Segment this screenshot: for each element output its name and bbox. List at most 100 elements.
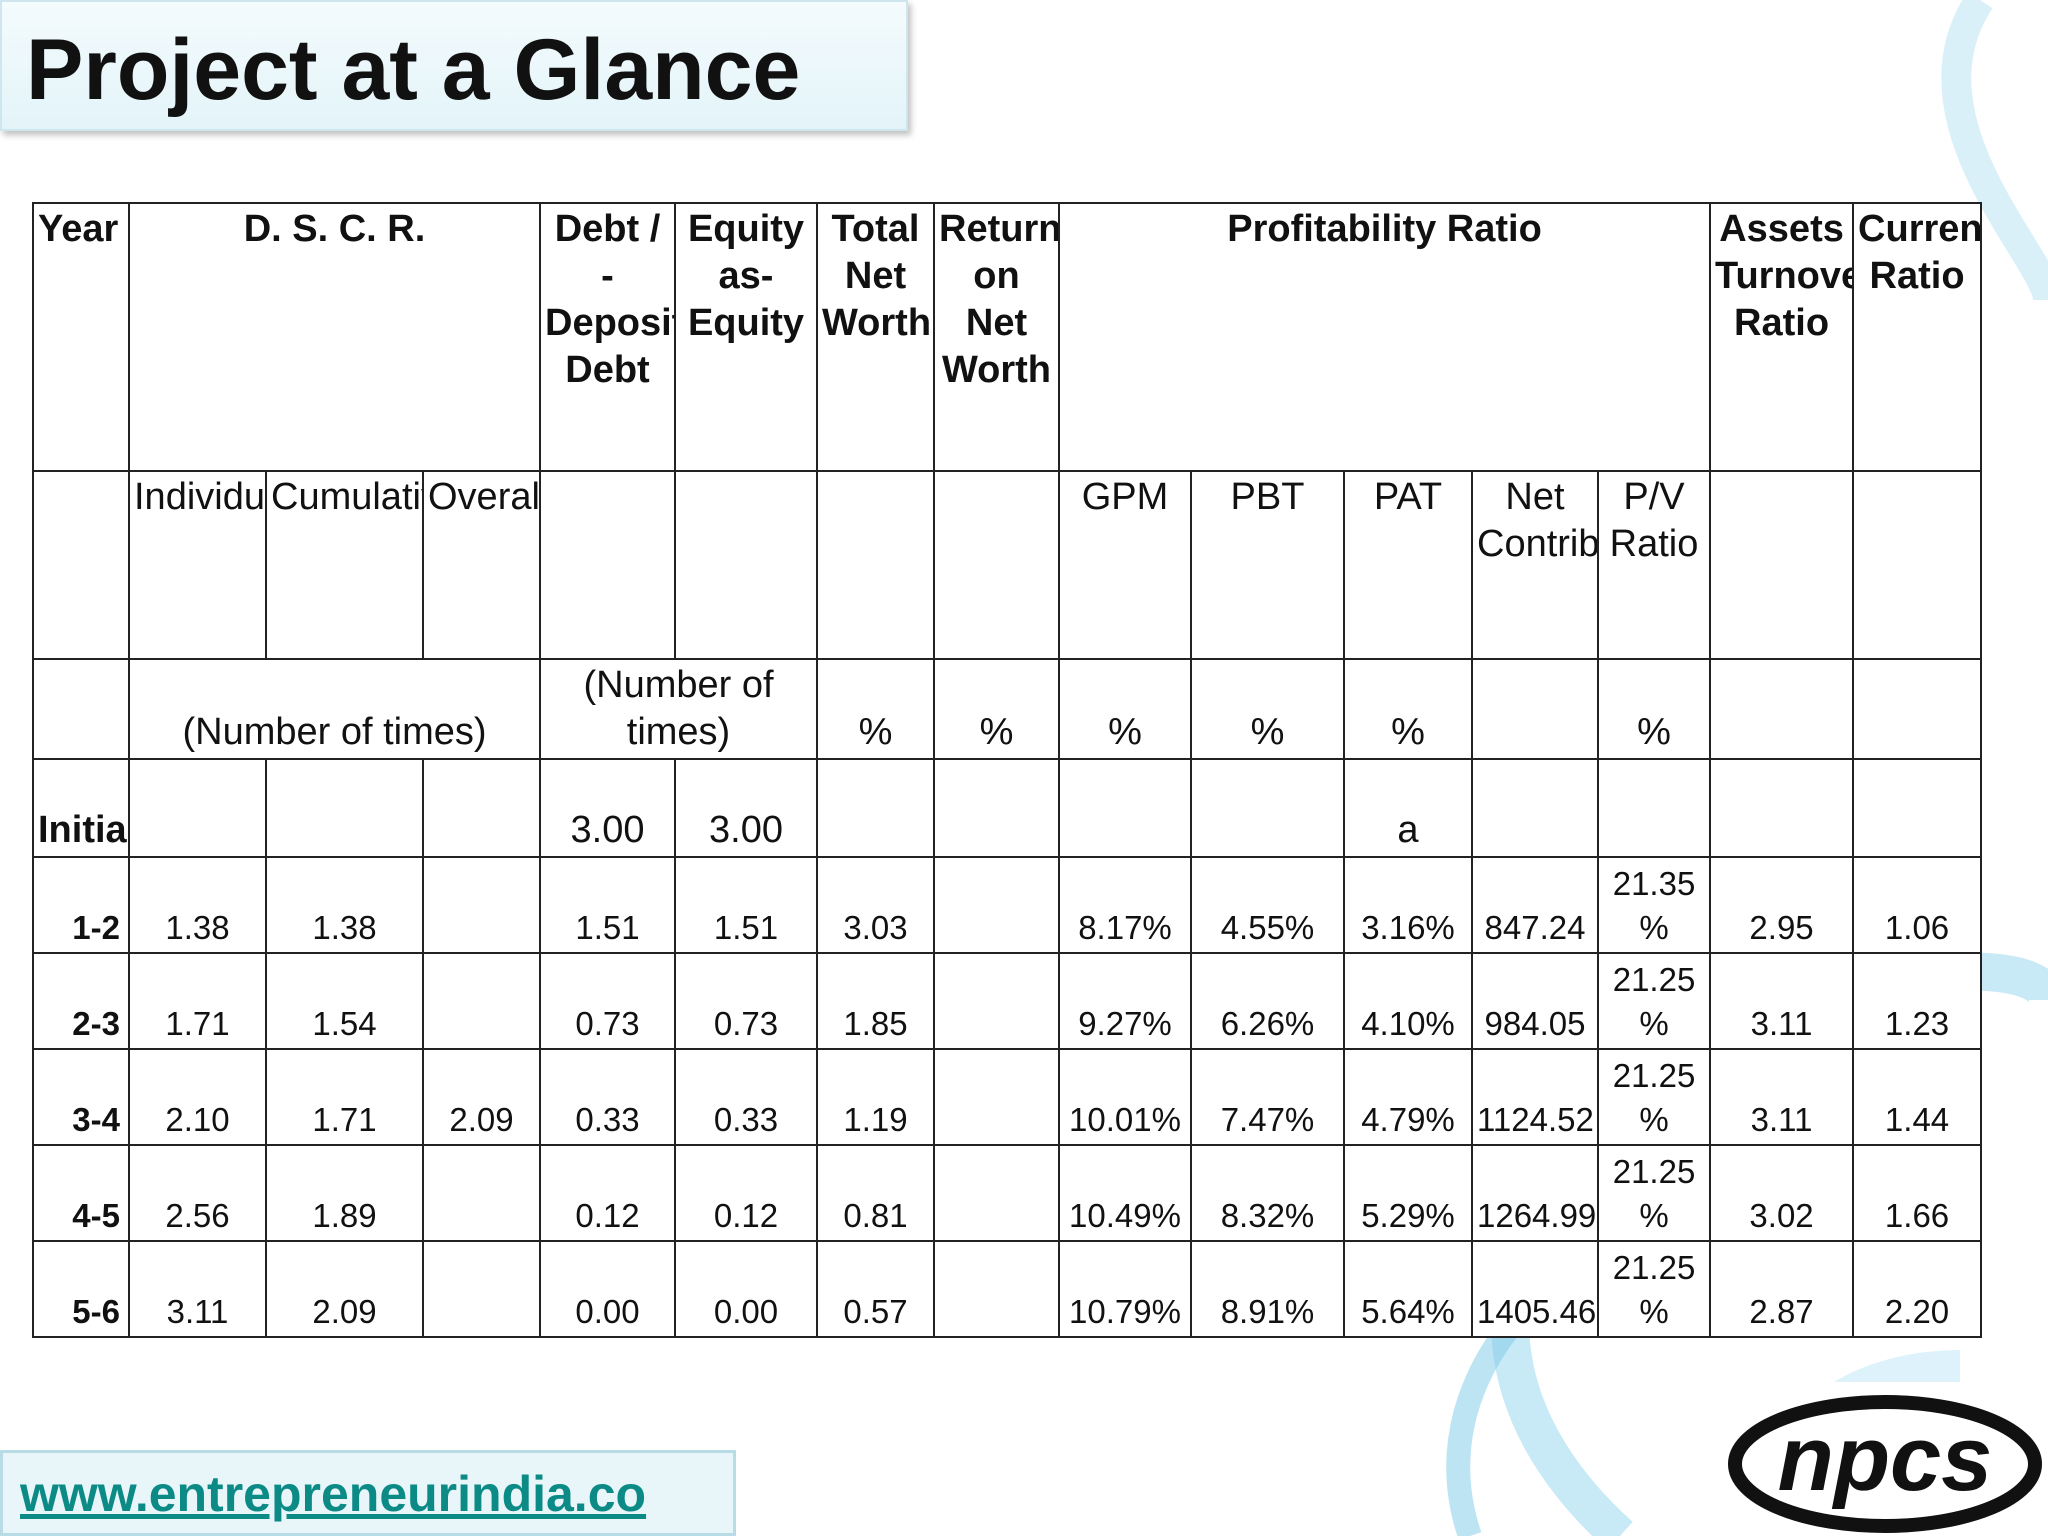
equity-cell: 1.51 (674, 856, 818, 954)
debt-cell: 1.51 (539, 856, 676, 954)
cell (1852, 758, 1983, 858)
current-ratio-cell: 1.66 (1852, 1144, 1983, 1242)
table-units-row: (Number of times) (Number of times) % % … (32, 658, 1983, 760)
pat-cell: a (1343, 758, 1473, 858)
header-current-ratio: Current Ratio (1852, 202, 1983, 472)
ronw-cell (933, 1144, 1060, 1242)
pv-ratio-cell: 21.35 % (1596, 856, 1712, 954)
table-row: 3-4 2.10 1.71 2.09 0.33 0.33 1.19 10.01% 7.47% 4.… (32, 1048, 1983, 1146)
net-contribution-cell: 1124.52 (1471, 1048, 1599, 1146)
cell (816, 470, 935, 660)
website-link[interactable]: www.entrepreneurindia.co (20, 1466, 647, 1522)
unit-pv-ratio: % (1596, 658, 1712, 760)
table-data-rows: 1-2 1.38 1.38 1.51 1.51 3.03 8.17% 4.55% 3.16% 84… (32, 856, 1983, 1338)
year-cell: Initial (32, 758, 130, 858)
cell (1190, 758, 1345, 858)
cumulative-cell: 1.38 (265, 856, 424, 954)
net-contribution-cell: 984.05 (1471, 952, 1599, 1050)
cumulative-cell: 1.71 (265, 1048, 424, 1146)
individual-cell: 2.10 (128, 1048, 267, 1146)
project-glance-table: Year D. S. C. R. Debt / - Deposits Debt … (32, 202, 1983, 1338)
cumulative-cell: 1.54 (265, 952, 424, 1050)
pat-cell: 4.79% (1343, 1048, 1473, 1146)
pat-cell: 4.10% (1343, 952, 1473, 1050)
subheader-pat: PAT (1343, 470, 1473, 660)
pbt-cell: 7.47% (1190, 1048, 1345, 1146)
cell (674, 470, 818, 660)
subheader-gpm: GPM (1058, 470, 1192, 660)
current-ratio-cell: 1.44 (1852, 1048, 1983, 1146)
gpm-cell: 10.49% (1058, 1144, 1192, 1242)
subheader-individual: Individual (128, 470, 267, 660)
ronw-cell (933, 1240, 1060, 1338)
individual-cell: 1.71 (128, 952, 267, 1050)
table-subheader-row: Individual Cumulative Overall GPM PBT PA… (32, 470, 1983, 660)
header-profitability-ratio: Profitability Ratio (1057, 202, 1712, 472)
assets-turnover-cell: 3.11 (1709, 952, 1855, 1050)
overall-cell (422, 1240, 541, 1338)
logo-text: npcs (1778, 1408, 1993, 1510)
individual-cell: 3.11 (128, 1240, 267, 1338)
title-banner: Project at a Glance (0, 0, 908, 131)
unit-pat: % (1343, 658, 1473, 760)
overall-cell: 2.09 (422, 1048, 541, 1146)
gpm-cell: 9.27% (1058, 952, 1192, 1050)
header-total-net-worth: Total Net Worth (816, 202, 935, 472)
cell (1852, 470, 1983, 660)
pv-ratio-cell: 21.25 % (1596, 1144, 1712, 1242)
subheader-net-contribution: Net Contribution (1471, 470, 1599, 660)
unit-debt-equity: (Number of times) (539, 658, 818, 760)
cell (1596, 758, 1712, 858)
tnw-cell: 1.85 (816, 952, 935, 1050)
cell (32, 658, 130, 760)
cell (32, 470, 130, 660)
header-return-on-net-worth: Return on Net Worth (933, 202, 1060, 472)
ronw-cell (933, 1048, 1060, 1146)
pbt-cell: 6.26% (1190, 952, 1345, 1050)
cell (816, 758, 935, 858)
debt-cell: 0.00 (539, 1240, 676, 1338)
pv-ratio-cell: 21.25 % (1596, 952, 1712, 1050)
assets-turnover-cell: 2.87 (1709, 1240, 1855, 1338)
assets-turnover-cell: 3.11 (1709, 1048, 1855, 1146)
individual-cell: 2.56 (128, 1144, 267, 1242)
overall-cell (422, 1144, 541, 1242)
net-contribution-cell: 1264.99 (1471, 1144, 1599, 1242)
table-row-initial: Initial 3.00 3.00 a (32, 758, 1983, 858)
pat-cell: 5.64% (1343, 1240, 1473, 1338)
subheader-pbt: PBT (1190, 470, 1345, 660)
tnw-cell: 0.81 (816, 1144, 935, 1242)
gpm-cell: 10.79% (1058, 1240, 1192, 1338)
year-cell: 5-6 (32, 1240, 130, 1338)
footer-banner (0, 1450, 736, 1536)
tnw-cell: 0.57 (816, 1240, 935, 1338)
table-row: 5-6 3.11 2.09 0.00 0.00 0.57 10.79% 8.91% 5.64% 1… (32, 1240, 1983, 1338)
table-row: 4-5 2.56 1.89 0.12 0.12 0.81 10.49% 8.32% 5.29% 1… (32, 1144, 1983, 1242)
debt-cell: 0.33 (539, 1048, 676, 1146)
table-row: 1-2 1.38 1.38 1.51 1.51 3.03 8.17% 4.55% 3.16% 84… (32, 856, 1983, 954)
pv-ratio-cell: 21.25 % (1596, 1240, 1712, 1338)
ronw-cell (933, 856, 1060, 954)
cumulative-cell: 1.89 (265, 1144, 424, 1242)
pbt-cell: 4.55% (1190, 856, 1345, 954)
assets-turnover-cell: 3.02 (1709, 1144, 1855, 1242)
overall-cell (422, 952, 541, 1050)
table-header-row: Year D. S. C. R. Debt / - Deposits Debt … (32, 202, 1983, 472)
equity-cell: 3.00 (674, 758, 818, 858)
page-title: Project at a Glance (26, 22, 801, 118)
net-contribution-cell: 1405.46 (1471, 1240, 1599, 1338)
gpm-cell: 8.17% (1058, 856, 1192, 954)
cell (422, 758, 541, 858)
year-cell: 1-2 (32, 856, 130, 954)
pv-ratio-cell: 21.25 % (1596, 1048, 1712, 1146)
year-cell: 4-5 (32, 1144, 130, 1242)
cumulative-cell: 2.09 (265, 1240, 424, 1338)
current-ratio-cell: 1.06 (1852, 856, 1983, 954)
assets-turnover-cell: 2.95 (1709, 856, 1855, 954)
debt-cell: 0.12 (539, 1144, 676, 1242)
table-row: 2-3 1.71 1.54 0.73 0.73 1.85 9.27% 6.26% 4.10% 98… (32, 952, 1983, 1050)
subheader-pv-ratio: P/V Ratio (1596, 470, 1712, 660)
ronw-cell (933, 952, 1060, 1050)
debt-cell: 0.73 (539, 952, 676, 1050)
current-ratio-cell: 2.20 (1852, 1240, 1983, 1338)
